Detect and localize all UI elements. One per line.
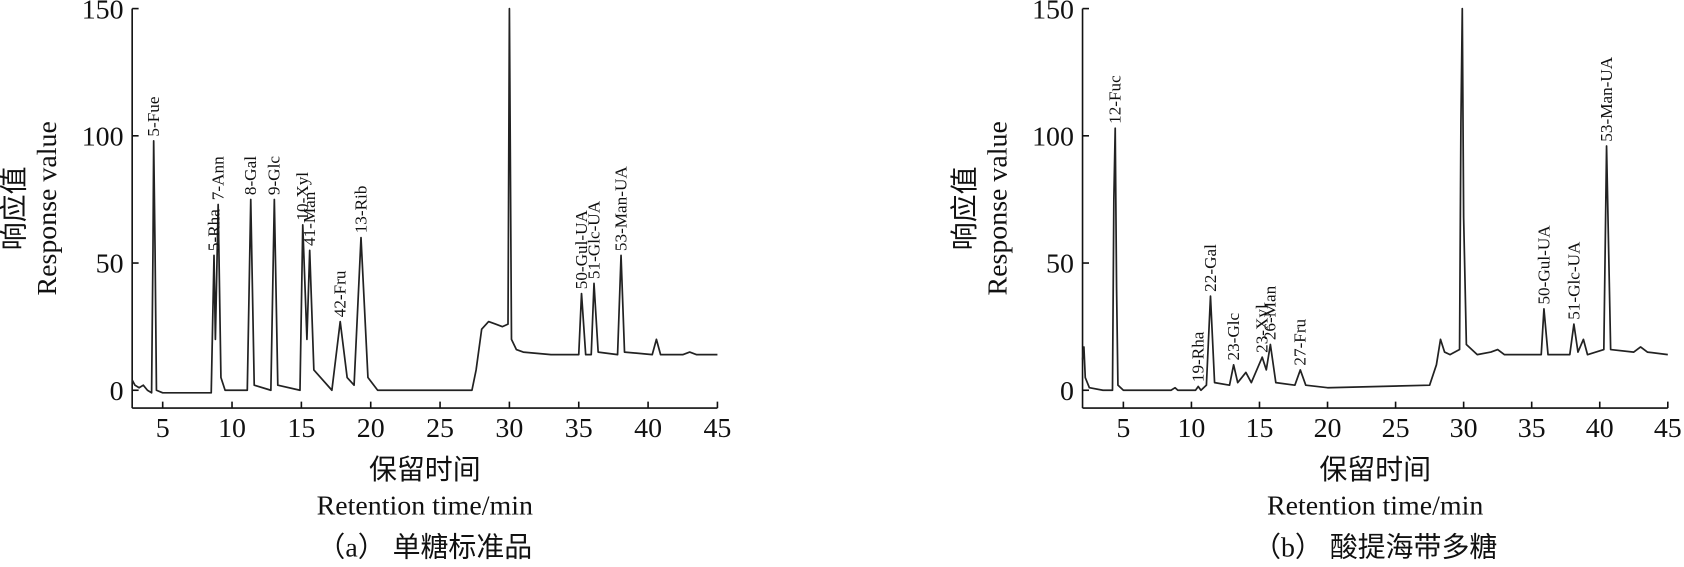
x-tick-label: 40 xyxy=(634,413,662,444)
caption: （b） 酸提海带多糖 xyxy=(1253,531,1497,563)
peak-label: 26-Man xyxy=(1261,285,1280,340)
peak-label: 51-Glc-UA xyxy=(1564,241,1583,320)
peak-label: 23-Xyl xyxy=(1253,304,1272,353)
x-tick-label: 20 xyxy=(1314,413,1342,444)
peak-label: 8-Gal xyxy=(241,156,260,195)
x-tick-label: 10 xyxy=(1177,413,1205,444)
peak-label: 53-Man-UA xyxy=(611,166,630,251)
trace xyxy=(131,7,718,394)
peak-label: 53-Man-UA xyxy=(1597,56,1616,141)
x-tick-label: 35 xyxy=(1518,413,1546,444)
y-axis-label: 响应值 xyxy=(949,166,981,250)
x-tick-label: 15 xyxy=(287,413,315,444)
x-tick-label: 30 xyxy=(1450,413,1478,444)
x-tick-label: 45 xyxy=(703,413,731,444)
peak-label: 23-Glc xyxy=(1224,312,1243,360)
y-tick-label: 100 xyxy=(82,121,124,152)
x-axis-label: 保留时间 xyxy=(1319,454,1431,486)
peak-label: 9-Glc xyxy=(265,156,284,195)
y-tick-label: 100 xyxy=(1032,121,1074,152)
y-axis-label-en: Response value xyxy=(32,121,63,295)
y-axis-label-en: Response value xyxy=(982,121,1013,295)
peak-label: 50-Gul-UA xyxy=(572,210,591,290)
peak-label: 5-Rha xyxy=(204,209,223,251)
peak-label: 27-Fru xyxy=(1291,318,1310,365)
peak-label: 13-Rib xyxy=(351,186,370,234)
y-tick-label: 150 xyxy=(1032,0,1074,25)
peak-label: 50-Gul-UA xyxy=(1534,225,1553,305)
x-axis-label-en: Retention time/min xyxy=(1267,490,1483,521)
x-tick-label: 10 xyxy=(218,413,246,444)
y-tick-label: 0 xyxy=(110,376,124,407)
y-tick-label: 0 xyxy=(1060,376,1074,407)
x-tick-label: 15 xyxy=(1246,413,1274,444)
x-tick-label: 25 xyxy=(426,413,454,444)
peak-label: 5-Fue xyxy=(144,96,163,136)
x-tick-label: 25 xyxy=(1382,413,1410,444)
y-tick-label: 50 xyxy=(96,249,124,280)
peak-label: 12-Fuc xyxy=(1106,75,1125,124)
peak-label: 41-Man xyxy=(300,191,319,246)
x-axis-label: 保留时间 xyxy=(369,454,481,486)
x-tick-label: 45 xyxy=(1654,413,1682,444)
x-tick-label: 35 xyxy=(565,413,593,444)
y-axis-label: 响应值 xyxy=(0,166,31,250)
trace xyxy=(1081,7,1668,392)
peak-label: 42-Fru xyxy=(331,270,350,317)
peak-label: 19-Rha xyxy=(1189,331,1208,382)
x-axis-label-en: Retention time/min xyxy=(317,490,533,521)
x-tick-label: 40 xyxy=(1586,413,1614,444)
x-tick-label: 5 xyxy=(156,413,170,444)
y-tick-label: 150 xyxy=(82,0,124,25)
x-tick-label: 5 xyxy=(1116,413,1130,444)
peak-label: 22-Gal xyxy=(1201,244,1220,292)
x-tick-label: 30 xyxy=(495,413,523,444)
peak-label: 7-Ann xyxy=(209,156,228,200)
peak-label: 51-Glc-UA xyxy=(584,200,603,279)
x-tick-label: 20 xyxy=(357,413,385,444)
y-tick-label: 50 xyxy=(1046,249,1074,280)
caption: （a） 单糖标准品 xyxy=(317,531,532,563)
peak-label: 10-Xyl xyxy=(293,172,312,221)
